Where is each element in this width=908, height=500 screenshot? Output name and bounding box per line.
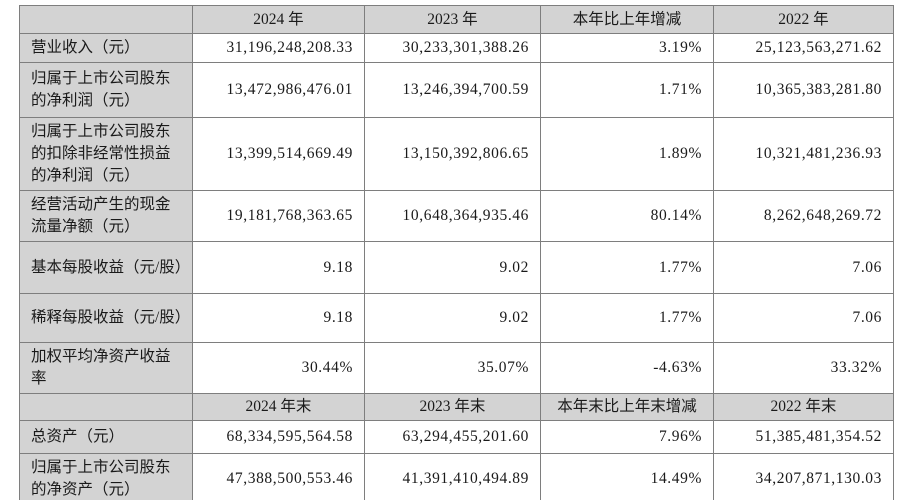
cell-change: 80.14% [540,190,714,242]
cell-2023: 30,233,301,388.26 [364,33,541,63]
cell-2024: 31,196,248,208.33 [192,33,365,63]
cell-change: 14.49% [540,453,714,500]
cell-change: 3.19% [540,33,714,63]
cell-2022: 10,321,481,236.93 [713,117,894,191]
cell-change: 1.77% [540,241,714,294]
cell-2022: 51,385,481,354.52 [713,420,894,454]
cell-2024: 19,181,768,363.65 [192,190,365,242]
cell-2023: 13,150,392,806.65 [364,117,541,191]
cell-change: 1.77% [540,293,714,343]
cell-2023: 10,648,364,935.46 [364,190,541,242]
cell-2024: 47,388,500,553.46 [192,453,365,500]
cell-2024: 13,399,514,669.49 [192,117,365,191]
yearend-col-header-2024: 2024 年末 [192,393,365,421]
table-row-basic-eps: 基本每股收益（元/股） 9.18 9.02 1.77% 7.06 [19,241,894,294]
cell-2022: 34,207,871,130.03 [713,453,894,500]
cell-2022: 33.32% [713,342,894,394]
annual-corner-cell [19,5,193,34]
annual-col-header-change: 本年比上年增减 [540,5,714,34]
table-row-net-assets: 归属于上市公司股东的净资产（元） 47,388,500,553.46 41,39… [19,453,894,500]
cell-2022: 7.06 [713,293,894,343]
row-label: 归属于上市公司股东的净利润（元） [19,62,193,118]
row-label: 经营活动产生的现金流量净额（元） [19,190,193,242]
table-row-net-profit: 归属于上市公司股东的净利润（元） 13,472,986,476.01 13,24… [19,62,894,118]
cell-change: 1.89% [540,117,714,191]
yearend-col-header-2023: 2023 年末 [364,393,541,421]
cell-2024: 13,472,986,476.01 [192,62,365,118]
annual-col-header-2024: 2024 年 [192,5,365,34]
cell-change: 1.71% [540,62,714,118]
cell-2024: 68,334,595,564.58 [192,420,365,454]
annual-header-row: 2024 年 2023 年 本年比上年增减 2022 年 [19,5,894,34]
row-label: 归属于上市公司股东的扣除非经常性损益的净利润（元） [19,117,193,191]
table-row-total-assets: 总资产（元） 68,334,595,564.58 63,294,455,201.… [19,420,894,454]
cell-2022: 8,262,648,269.72 [713,190,894,242]
row-label: 加权平均净资产收益率 [19,342,193,394]
cell-2024: 30.44% [192,342,365,394]
yearend-corner-cell [19,393,193,421]
cell-2022: 10,365,383,281.80 [713,62,894,118]
cell-2023: 41,391,410,494.89 [364,453,541,500]
financial-summary-table: 2024 年 2023 年 本年比上年增减 2022 年 营业收入（元） 31,… [19,5,894,500]
row-label: 营业收入（元） [19,33,193,63]
cell-2022: 7.06 [713,241,894,294]
annual-col-header-2023: 2023 年 [364,5,541,34]
cell-2024: 9.18 [192,293,365,343]
cell-2024: 9.18 [192,241,365,294]
table-row-operating-revenue: 营业收入（元） 31,196,248,208.33 30,233,301,388… [19,33,894,63]
table-row-net-profit-excl-nonrecurring: 归属于上市公司股东的扣除非经常性损益的净利润（元） 13,399,514,669… [19,117,894,191]
row-label: 总资产（元） [19,420,193,454]
cell-2023: 9.02 [364,293,541,343]
row-label: 稀释每股收益（元/股） [19,293,193,343]
table-row-diluted-eps: 稀释每股收益（元/股） 9.18 9.02 1.77% 7.06 [19,293,894,343]
yearend-col-header-change: 本年末比上年末增减 [540,393,714,421]
annual-col-header-2022: 2022 年 [713,5,894,34]
cell-2022: 25,123,563,271.62 [713,33,894,63]
row-label: 归属于上市公司股东的净资产（元） [19,453,193,500]
table-row-weighted-avg-roe: 加权平均净资产收益率 30.44% 35.07% -4.63% 33.32% [19,342,894,394]
cell-2023: 13,246,394,700.59 [364,62,541,118]
row-label: 基本每股收益（元/股） [19,241,193,294]
yearend-header-row: 2024 年末 2023 年末 本年末比上年末增减 2022 年末 [19,393,894,421]
cell-2023: 63,294,455,201.60 [364,420,541,454]
yearend-col-header-2022: 2022 年末 [713,393,894,421]
cell-change: -4.63% [540,342,714,394]
table-row-operating-cash-flow: 经营活动产生的现金流量净额（元） 19,181,768,363.65 10,64… [19,190,894,242]
cell-change: 7.96% [540,420,714,454]
cell-2023: 9.02 [364,241,541,294]
cell-2023: 35.07% [364,342,541,394]
